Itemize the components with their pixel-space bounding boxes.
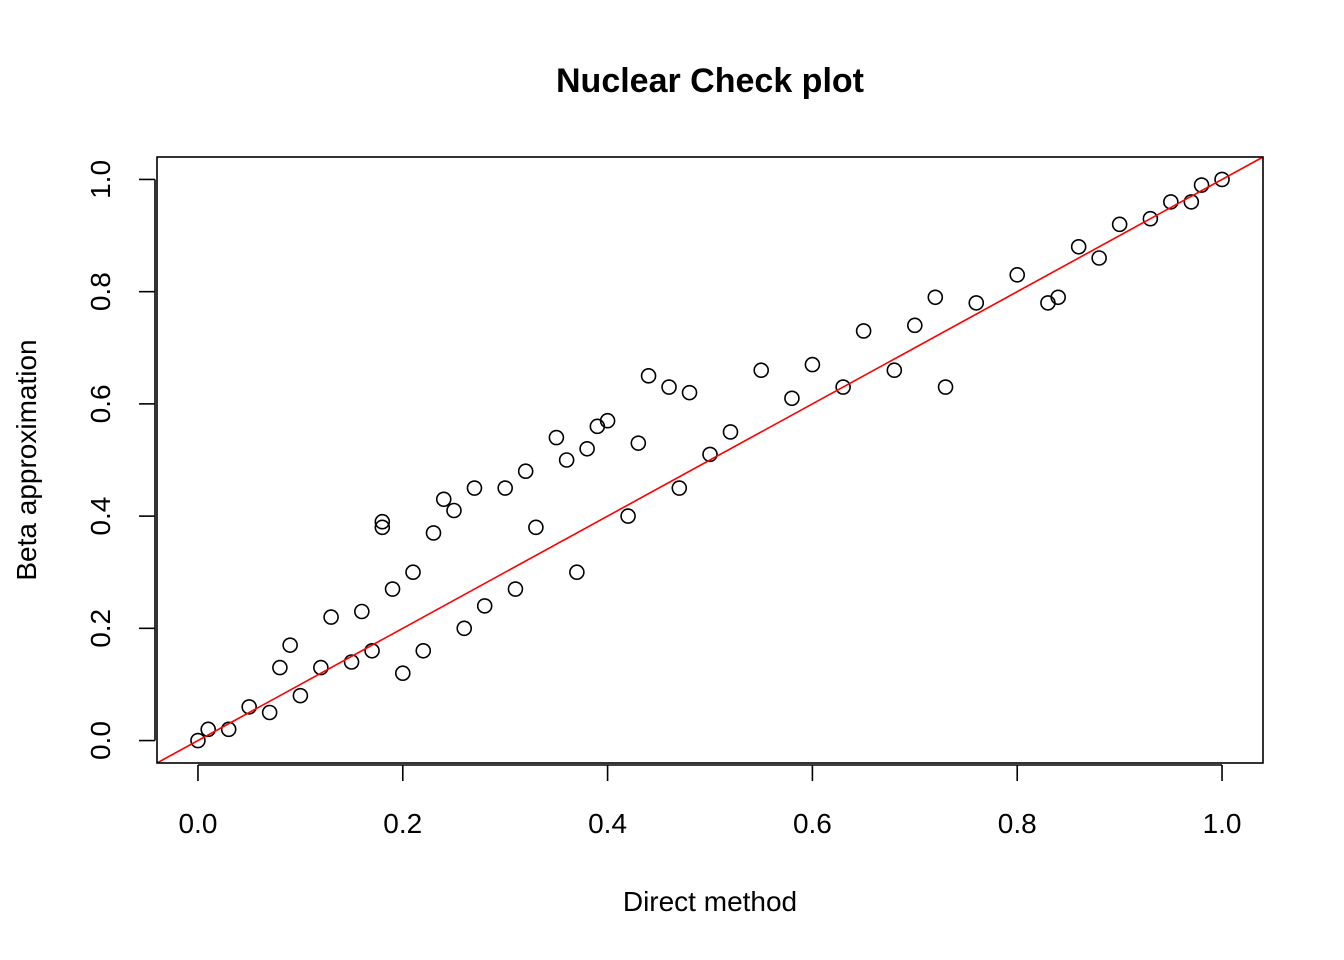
data-point [507, 581, 524, 597]
data-point [1070, 238, 1087, 255]
y-tick-label: 1.0 [85, 160, 116, 199]
chart-title: Nuclear Check plot [556, 62, 864, 100]
data-point [241, 699, 257, 715]
data-point [261, 704, 278, 721]
data-point [907, 317, 923, 334]
data-point [528, 519, 544, 536]
data-point [200, 721, 216, 738]
data-point [343, 654, 360, 670]
data-point [220, 721, 237, 738]
x-tick-label: 0.6 [793, 808, 832, 839]
points-layer [190, 171, 1230, 749]
y-axis: 0.0 0.2 0.4 0.6 0.8 1.0 [85, 160, 156, 760]
y-tick-label: 0.6 [85, 384, 116, 423]
data-point [323, 609, 339, 625]
data-point [855, 323, 872, 339]
plot-frame [156, 156, 1264, 764]
data-point [446, 502, 462, 519]
x-tick-label: 0.0 [178, 808, 217, 839]
data-point [784, 390, 800, 407]
y-tick-label: 0.2 [85, 609, 116, 648]
data-point [753, 362, 770, 379]
data-point [968, 295, 985, 311]
data-point [374, 513, 391, 530]
data-point [1050, 289, 1066, 306]
x-axis-title: Direct method [623, 886, 797, 917]
data-point [1163, 194, 1179, 210]
data-point [599, 412, 616, 429]
data-point [466, 480, 483, 496]
data-point [558, 452, 575, 468]
data-point [374, 519, 391, 536]
x-tick-label: 0.4 [588, 808, 627, 839]
data-point [640, 368, 657, 384]
data-point [1193, 177, 1210, 193]
y-tick-label: 0.0 [85, 721, 116, 760]
data-point [569, 564, 585, 581]
data-point [702, 446, 718, 463]
data-point [282, 637, 298, 653]
data-point [384, 581, 401, 597]
y-axis-title: Beta approximation [11, 339, 42, 580]
data-point [405, 564, 421, 581]
x-tick-label: 1.0 [1203, 808, 1242, 839]
data-point [548, 429, 565, 446]
data-point [937, 379, 954, 395]
data-point [313, 659, 329, 676]
data-point [671, 480, 688, 496]
data-point [415, 642, 432, 659]
data-point [1111, 216, 1128, 233]
data-point [354, 603, 370, 620]
data-point [364, 642, 380, 659]
data-point [1091, 250, 1107, 266]
data-point [835, 379, 851, 395]
data-point [804, 356, 821, 373]
data-point [886, 362, 903, 379]
x-axis: 0.0 0.2 0.4 0.6 0.8 1.0 [178, 764, 1242, 839]
data-point [476, 598, 493, 614]
x-tick-label: 0.2 [383, 808, 422, 839]
data-point [425, 525, 442, 541]
data-point [456, 620, 473, 637]
data-point [1009, 267, 1026, 283]
data-point [272, 659, 288, 676]
data-point [1142, 210, 1159, 227]
data-point [292, 687, 309, 704]
data-point [579, 440, 595, 457]
y-tick-label: 0.8 [85, 272, 116, 311]
reference-line-layer [156, 156, 1264, 764]
data-point [681, 384, 698, 401]
data-point [435, 491, 452, 508]
x-tick-label: 0.8 [998, 808, 1037, 839]
data-point [497, 480, 513, 496]
data-point [1214, 171, 1230, 188]
reference-line [156, 156, 1264, 764]
data-point [1183, 194, 1200, 210]
y-tick-label: 0.4 [85, 497, 116, 536]
data-point [722, 424, 739, 440]
data-point [190, 732, 206, 749]
data-point [394, 665, 411, 682]
data-point [661, 379, 677, 395]
data-point [630, 435, 647, 451]
data-point [517, 463, 534, 480]
data-point [927, 289, 944, 306]
data-point [620, 508, 636, 524]
